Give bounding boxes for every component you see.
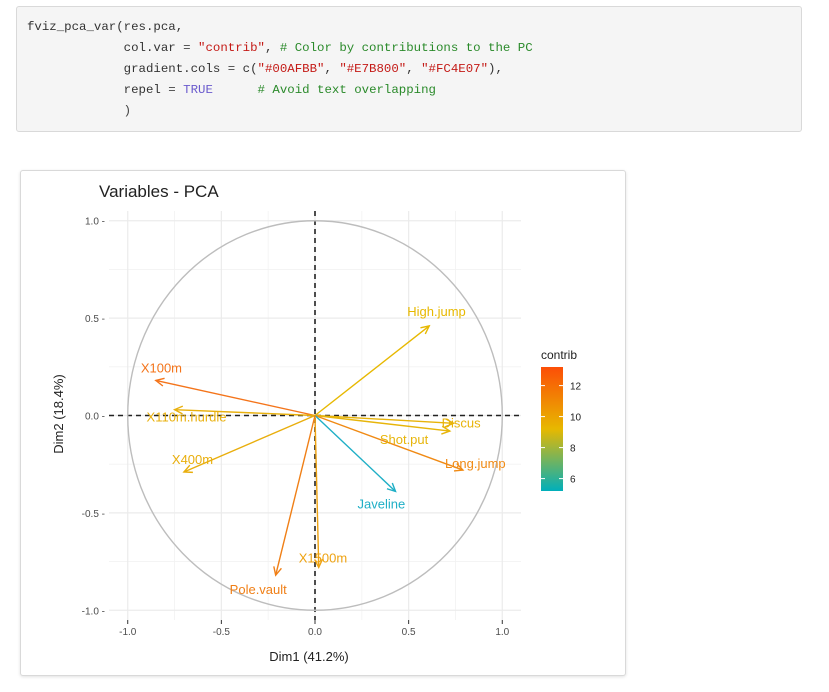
legend-tick-label: 10 <box>570 413 582 424</box>
code-line: repel = TRUE # Avoid text overlapping <box>27 80 801 101</box>
variable-arrow <box>154 377 316 417</box>
code-token: = <box>168 83 184 97</box>
arrow-shaft <box>155 379 316 417</box>
arrow-shaft <box>274 415 316 576</box>
variable-arrow <box>314 414 397 493</box>
x-tick-label: -1.0 <box>119 627 137 638</box>
code-token: gradient.cols <box>27 62 228 76</box>
arrow-shaft <box>183 414 316 473</box>
arrow-head <box>273 566 282 577</box>
y-tick-label: -1.0 - <box>82 606 105 617</box>
code-token: , <box>406 62 422 76</box>
variable-label: Pole.vault <box>230 582 287 597</box>
code-token: "contrib" <box>198 41 265 55</box>
variable-arrow <box>314 415 324 570</box>
code-token: ) <box>27 104 132 118</box>
legend-tick-label: 6 <box>570 475 576 486</box>
code-line: fviz_pca_var(res.pca, <box>27 17 801 38</box>
variable-label: Shot.put <box>380 432 429 447</box>
y-axis-ticks: 1.0 - 0.5 - 0.0 - -0.5 - -1.0 - <box>82 217 105 618</box>
variable-label: High.jump <box>407 304 466 319</box>
legend-tick-label: 12 <box>570 382 582 393</box>
legend-title: contrib <box>541 348 577 362</box>
code-block: fviz_pca_var(res.pca, col.var = "contrib… <box>16 6 802 132</box>
unit-circle <box>127 220 503 611</box>
arrow-shaft <box>314 414 464 471</box>
variable-label: X110m.hurdle <box>147 410 227 425</box>
code-token: c( <box>242 62 258 76</box>
arrow-shaft <box>314 414 397 492</box>
y-tick-label: 0.0 - <box>85 412 105 423</box>
arrow-head <box>420 324 431 335</box>
x-tick-label: 0.5 <box>402 627 416 638</box>
code-token: "#FC4E07" <box>421 62 489 76</box>
variable-label: Javeline <box>358 496 406 511</box>
y-tick-label: 0.5 - <box>85 314 105 325</box>
code-line: ) <box>27 101 801 122</box>
arrow-shaft <box>314 414 450 432</box>
code-line: col.var = "contrib", # Color by contribu… <box>27 38 801 59</box>
variable-arrow <box>314 414 452 435</box>
y-axis-title: Dim2 (18.4%) <box>51 374 66 453</box>
legend-ticks: 12 10 8 6 <box>541 382 582 486</box>
code-token: , <box>264 41 280 55</box>
y-tick-label: -0.5 - <box>82 509 105 520</box>
code-token: repel <box>27 83 169 97</box>
code-token: col.var <box>27 41 184 55</box>
variable-arrow <box>314 414 465 472</box>
x-axis-title: Dim1 (41.2%) <box>269 649 348 664</box>
code-token: ), <box>488 62 503 76</box>
variable-label: Long.jump <box>445 456 506 471</box>
variable-arrow <box>314 324 431 417</box>
x-tick-label: -0.5 <box>213 627 231 638</box>
correlation-circle <box>127 220 503 611</box>
code-token: # Avoid text overlapping <box>257 83 436 97</box>
variable-arrow <box>314 414 456 428</box>
variable-label: Discus <box>442 415 482 430</box>
arrow-head <box>441 425 452 435</box>
legend-tick-label: 8 <box>570 444 576 455</box>
arrow-head <box>453 463 465 472</box>
legend-color-bar <box>541 367 563 491</box>
y-tick-label: 1.0 - <box>85 217 105 228</box>
arrow-head <box>154 377 165 387</box>
arrow-head <box>182 464 193 474</box>
variable-label: X1500m <box>299 550 347 565</box>
legend: contrib 12 10 8 6 <box>541 348 582 491</box>
variable-labels: X100m X110m.hurdle X400m High.jump Discus Sho… <box>141 304 506 597</box>
code-token: = <box>183 41 199 55</box>
variable-arrows <box>154 324 465 577</box>
code-token: = <box>227 62 243 76</box>
arrow-shaft <box>314 325 430 417</box>
variable-label: X100m <box>141 360 182 375</box>
arrow-head <box>314 558 324 570</box>
pca-variables-chart: Variables - PCA X100m X110m.hurdle X400m Hi… <box>20 170 626 676</box>
x-tick-label: 1.0 <box>495 627 509 638</box>
code-line: gradient.cols = c("#00AFBB", "#E7B800", … <box>27 59 801 80</box>
arrow-shaft <box>174 408 316 417</box>
code-token: , <box>324 62 340 76</box>
x-axis-ticks: -1.0 -0.5 0.0 0.5 1.0 <box>119 620 510 638</box>
code-token: TRUE <box>183 83 213 97</box>
chart-svg: Variables - PCA X100m X110m.hurdle X400m Hi… <box>51 182 582 664</box>
arrow-head <box>172 405 184 415</box>
variable-arrow <box>273 415 316 577</box>
arrow-head <box>445 418 456 428</box>
code-token: # Color by contributions to the PC <box>279 41 533 55</box>
chart-title: Variables - PCA <box>99 182 219 201</box>
code-token <box>213 83 258 97</box>
x-tick-label: 0.0 <box>308 627 322 638</box>
code-token: "#00AFBB" <box>257 62 325 76</box>
variable-label: X400m <box>172 452 213 467</box>
arrow-shaft <box>314 414 454 424</box>
variable-arrow <box>172 405 316 417</box>
arrow-head <box>386 482 397 493</box>
code-token: "#E7B800" <box>339 62 407 76</box>
arrow-shaft <box>314 415 320 568</box>
variable-arrow <box>182 414 316 474</box>
code-token: fviz_pca_var(res.pca, <box>27 20 184 34</box>
reference-lines <box>109 211 521 620</box>
